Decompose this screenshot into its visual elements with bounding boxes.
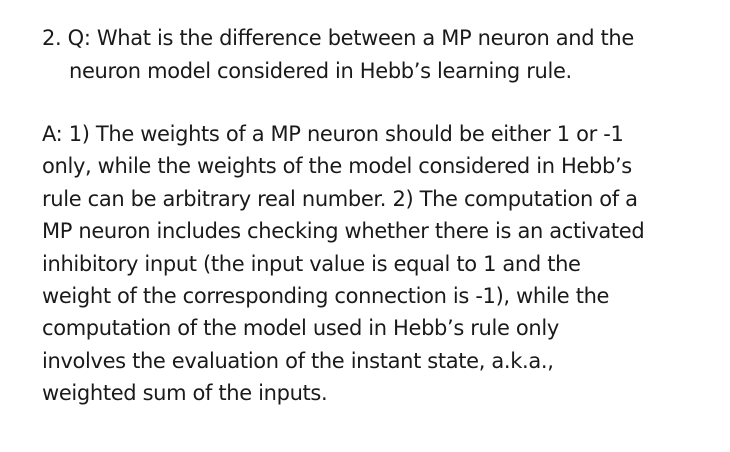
answer-line: MP neuron includes checking whether ther… (42, 219, 645, 244)
answer-line: inhibitory input (the input value is equ… (42, 251, 581, 276)
answer-line: weight of the corresponding connection i… (42, 284, 610, 309)
answer-line: computation of the model used in Hebb’s … (42, 316, 559, 341)
answer-line: only, while the weights of the model con… (42, 154, 632, 179)
question-line: neuron model considered in Hebb’s learni… (69, 59, 572, 83)
answer-line: rule can be arbitrary real number. 2) Th… (42, 186, 638, 211)
question-paragraph: 2. Q: What is the difference between a M… (42, 22, 722, 88)
answer-line: weighted sum of the inputs. (42, 381, 328, 406)
answer-paragraph: A: 1) The weights of a MP neuron should … (42, 118, 722, 410)
question-line: 2. Q: What is the difference between a M… (42, 26, 634, 50)
answer-line: involves the evaluation of the instant s… (42, 348, 554, 373)
answer-line: A: 1) The weights of a MP neuron should … (42, 122, 624, 146)
